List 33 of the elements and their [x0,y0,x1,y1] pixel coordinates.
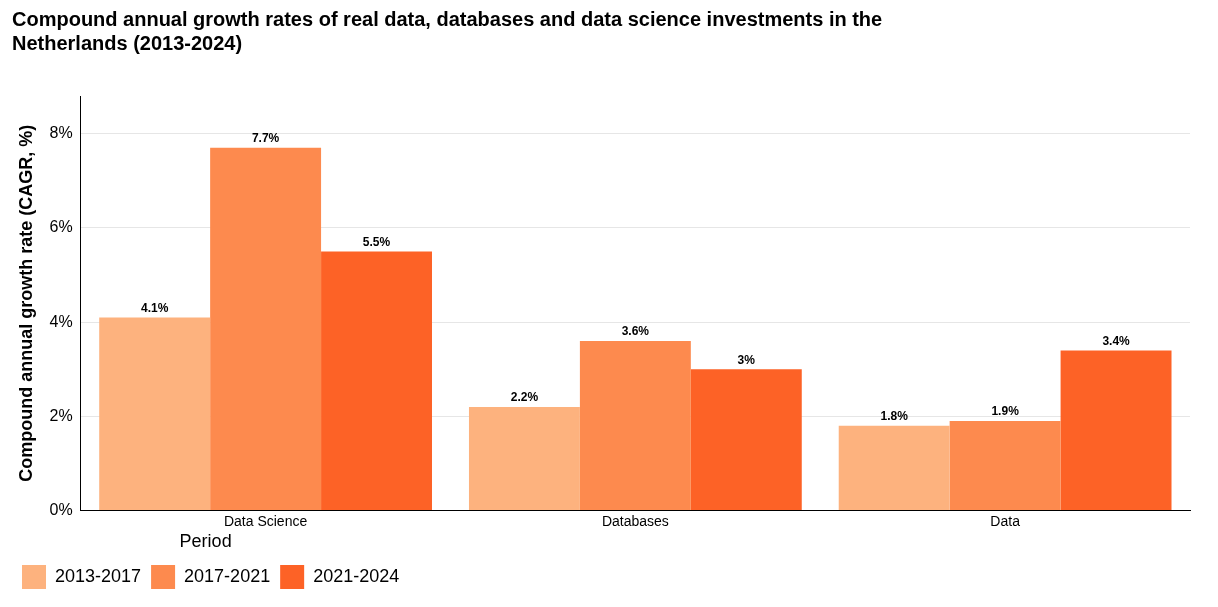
bar [579,340,691,511]
legend-label: 2013-2017 [55,565,142,586]
text: Compound annual growth rates of real data, databases and data science investments in the [12,7,883,30]
bar [690,369,802,511]
y-tick-label: 8% [49,124,73,142]
data-label: 2.2% [510,390,539,405]
bar [838,425,950,511]
data-label: 1.9% [991,404,1020,419]
data-label: 3.4% [1102,333,1131,348]
data-label: 3.6% [621,324,650,339]
legend-label: 2021-2024 [313,565,400,586]
bar [321,251,432,511]
data-label: 4.1% [141,300,169,315]
x-tick-label: Data [990,512,1021,529]
y-tick-label: 2% [49,406,73,424]
y-axis-title: Compound annual growth rate (CAGR, %) [15,124,36,482]
bar [1060,350,1172,511]
data-label: 3% [737,352,756,367]
y-tick-label: 4% [49,312,73,330]
bar [949,421,1061,511]
data-label: 5.5% [362,234,391,249]
legend-title: Period [179,531,232,552]
legend-label: 2017-2021 [184,565,271,586]
bar [468,406,580,511]
x-tick-label: Databases [601,512,669,529]
data-label: 7.7% [251,131,280,146]
data-label: 1.8% [880,409,909,424]
bar [210,147,322,511]
text: Netherlands (2013-2024) [12,31,243,54]
y-tick-label: 0% [49,501,73,519]
y-tick-label: 6% [49,218,73,236]
x-tick-label: Data Science [223,512,308,529]
bar [99,317,211,511]
